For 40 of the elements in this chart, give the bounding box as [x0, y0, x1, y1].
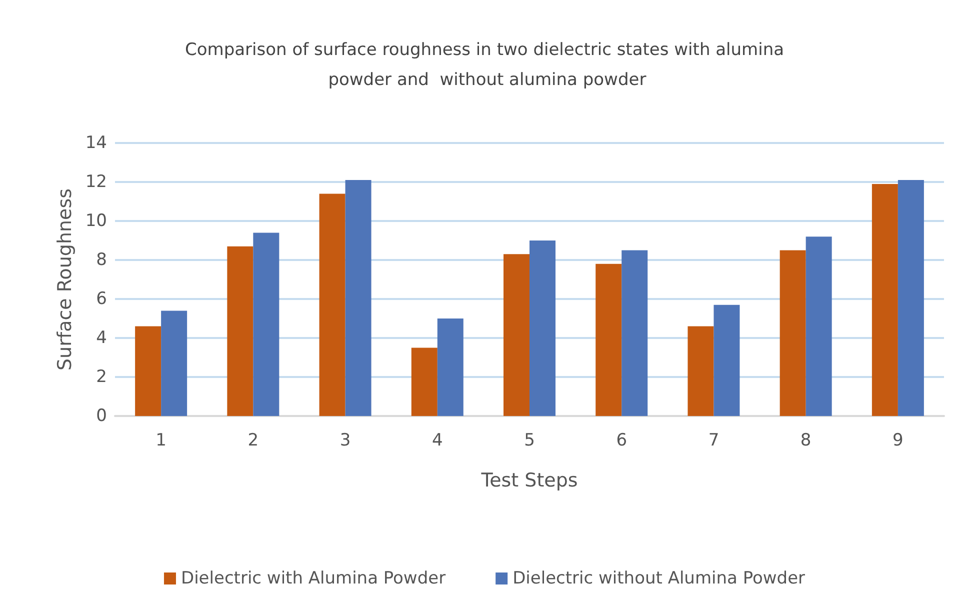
bar [688, 326, 714, 416]
x-tick-label: 8 [800, 430, 812, 450]
y-axis-title: Surface Roughness [54, 188, 76, 371]
y-tick-label: 2 [96, 367, 107, 387]
x-tick-label: 1 [156, 430, 166, 450]
bar [622, 250, 648, 416]
bar [898, 180, 924, 416]
x-tick-label: 9 [892, 430, 904, 450]
y-tick-label: 14 [85, 133, 107, 153]
y-tick-label: 4 [96, 328, 107, 348]
x-tick-label: 3 [340, 430, 351, 450]
bar [596, 264, 622, 416]
legend-label: Dielectric without Alumina Powder [512, 568, 806, 588]
legend-label: Dielectric with Alumina Powder [180, 568, 446, 588]
y-tick-label: 12 [85, 172, 107, 192]
bar [872, 184, 898, 416]
chart-title: Comparison of surface roughness in two dielectric states with alumina powder and without alumina powder [184, 40, 784, 90]
x-tick-label: 5 [524, 430, 535, 450]
bar [806, 236, 832, 416]
x-tick-label: 6 [616, 430, 628, 450]
bar [504, 254, 530, 416]
x-tick-label: 7 [708, 430, 720, 450]
bar [714, 304, 740, 416]
y-tick-label: 10 [85, 211, 107, 231]
bar [227, 246, 254, 416]
x-tick-label: 4 [432, 430, 443, 450]
bar [319, 194, 346, 416]
bar [530, 240, 556, 416]
x-tick-label: 2 [248, 430, 259, 450]
bar [161, 310, 188, 416]
bar [780, 250, 806, 416]
bar [135, 326, 162, 416]
y-tick-label: 6 [96, 289, 107, 309]
x-axis-title: Test Steps [480, 470, 578, 492]
bar [345, 180, 372, 416]
bar [437, 318, 464, 416]
bar [411, 348, 438, 416]
y-tick-label: 0 [96, 406, 107, 426]
bar [253, 232, 280, 416]
y-tick-label: 8 [96, 250, 107, 270]
